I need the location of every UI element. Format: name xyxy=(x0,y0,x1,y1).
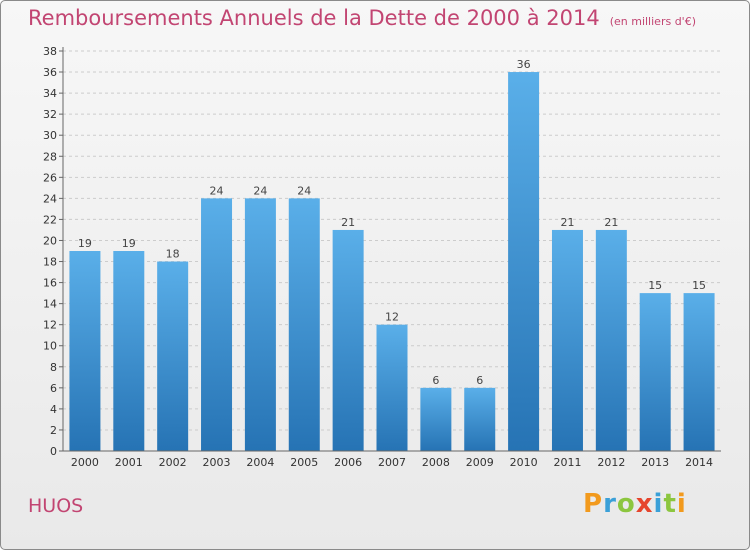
bar-2010 xyxy=(508,72,540,451)
y-tick-label: 34 xyxy=(43,87,57,100)
x-tick-label: 2004 xyxy=(246,456,274,469)
value-label: 15 xyxy=(648,279,662,292)
bar-2013 xyxy=(639,293,671,451)
x-tick-label: 2014 xyxy=(685,456,713,469)
value-label: 24 xyxy=(253,184,267,197)
y-tick-label: 24 xyxy=(43,192,57,205)
value-label: 6 xyxy=(432,374,439,387)
logo-letter: r xyxy=(603,489,617,519)
logo-letter: i xyxy=(676,489,687,519)
y-tick-label: 38 xyxy=(43,45,57,58)
x-tick-label: 2009 xyxy=(466,456,494,469)
y-tick-label: 8 xyxy=(50,361,57,374)
logo-letter: t xyxy=(663,489,677,519)
value-label: 21 xyxy=(560,216,574,229)
value-label: 21 xyxy=(604,216,618,229)
y-tick-label: 16 xyxy=(43,277,57,290)
y-tick-label: 20 xyxy=(43,234,57,247)
value-label: 18 xyxy=(166,248,180,261)
bar-2008 xyxy=(420,387,452,451)
value-label: 24 xyxy=(297,184,311,197)
x-axis: 2000 2001 2002 2003 2004 2005 2006 2007 2008 2009… xyxy=(63,450,721,469)
bar-2004 xyxy=(244,198,276,451)
x-tick-label: 2010 xyxy=(510,456,538,469)
bar-2011 xyxy=(551,229,583,451)
value-label: 36 xyxy=(517,58,531,71)
value-label: 15 xyxy=(692,279,706,292)
logo-letter: i xyxy=(653,489,664,519)
y-tick-label: 26 xyxy=(43,171,57,184)
value-label: 12 xyxy=(385,311,399,324)
unit-note: (en milliers d'€) xyxy=(609,15,696,28)
x-tick-label: 2008 xyxy=(422,456,450,469)
place-name: HUOS xyxy=(28,495,84,517)
bars xyxy=(69,72,715,451)
logo-letter: P xyxy=(583,489,604,519)
x-tick-label: 2000 xyxy=(71,456,99,469)
y-tick-label: 10 xyxy=(43,340,57,353)
proxiti-logo[interactable]: Proxiti xyxy=(583,489,687,519)
bar-2007 xyxy=(376,324,408,451)
bar-2009 xyxy=(464,387,496,451)
bar-2012 xyxy=(595,229,627,451)
bar-2001 xyxy=(113,251,145,451)
x-tick-label: 2003 xyxy=(203,456,231,469)
value-labels: 19 19 18 24 24 24 21 12 6 6 36 21 21 15 15 xyxy=(78,58,706,387)
y-tick-label: 18 xyxy=(43,256,57,269)
y-tick-label: 12 xyxy=(43,319,57,332)
x-tick-label: 2012 xyxy=(597,456,625,469)
value-label: 24 xyxy=(210,184,224,197)
chart-title-text: Remboursements Annuels de la Dette de 20… xyxy=(28,6,600,30)
x-tick-label: 2001 xyxy=(115,456,143,469)
y-tick-label: 6 xyxy=(50,382,57,395)
y-tick-label: 2 xyxy=(50,424,57,437)
y-tick-label: 0 xyxy=(50,445,57,458)
y-tick-label: 14 xyxy=(43,298,57,311)
y-tick-label: 30 xyxy=(43,129,57,142)
x-tick-label: 2006 xyxy=(334,456,362,469)
x-tick-label: 2005 xyxy=(290,456,318,469)
logo-letter: x xyxy=(635,489,654,519)
y-tick-label: 32 xyxy=(43,108,57,121)
chart-title: Remboursements Annuels de la Dette de 20… xyxy=(28,6,696,30)
bar-2003 xyxy=(201,198,233,451)
bar-2005 xyxy=(288,198,320,451)
y-tick-label: 36 xyxy=(43,66,57,79)
bar-2000 xyxy=(69,251,101,451)
bar-2006 xyxy=(332,229,364,451)
bar-2002 xyxy=(157,261,189,451)
value-label: 19 xyxy=(78,237,92,250)
y-tick-label: 22 xyxy=(43,213,57,226)
y-tick-label: 4 xyxy=(50,403,57,416)
x-tick-label: 2011 xyxy=(553,456,581,469)
x-tick-label: 2007 xyxy=(378,456,406,469)
bar-2014 xyxy=(683,293,715,451)
y-tick-label: 28 xyxy=(43,150,57,163)
x-tick-label: 2013 xyxy=(641,456,669,469)
value-label: 21 xyxy=(341,216,355,229)
x-tick-label: 2002 xyxy=(159,456,187,469)
logo-letter: o xyxy=(616,489,636,519)
value-label: 6 xyxy=(476,374,483,387)
value-label: 19 xyxy=(122,237,136,250)
